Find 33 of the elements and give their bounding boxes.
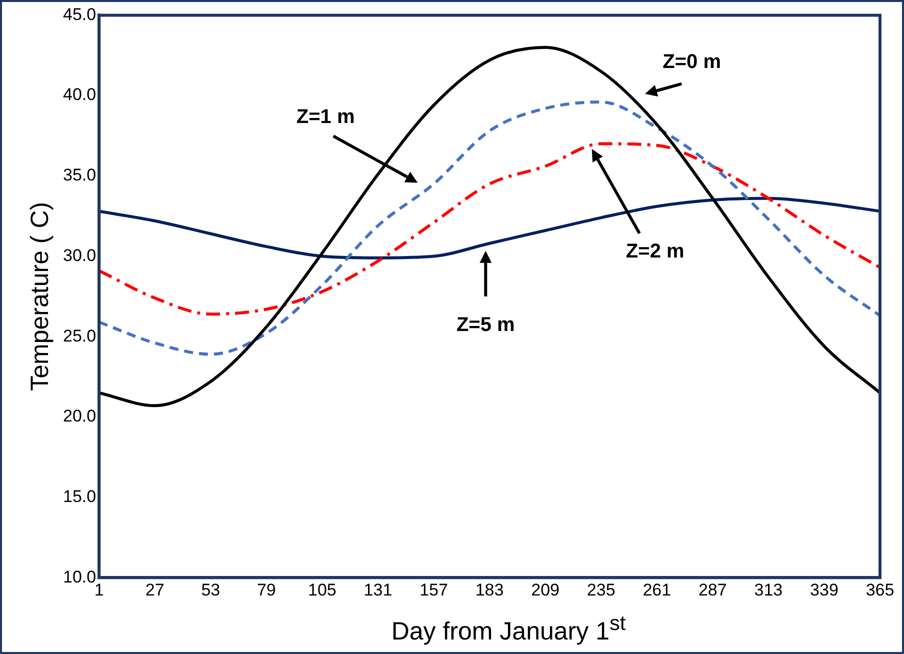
y-tick-label: 25.0 xyxy=(62,326,96,346)
annotation: Z=2 m xyxy=(626,240,684,262)
line-series xyxy=(99,196,880,260)
y-tick-label: 35.0 xyxy=(62,166,96,185)
x-tick-label: 131 xyxy=(364,580,392,600)
x-tick-label: 235 xyxy=(586,580,616,600)
x-tick-label: 105 xyxy=(308,580,336,600)
y-tick-label: 45.0 xyxy=(62,4,96,24)
y-tick-label: 40.0 xyxy=(62,85,96,104)
annotation: Z=1 m xyxy=(296,106,355,128)
x-tick-label: 183 xyxy=(475,580,504,600)
x-tick-label: 339 xyxy=(810,580,838,600)
line-series xyxy=(99,46,880,408)
x-tick-label: 365 xyxy=(866,580,894,600)
x-tick-label: 209 xyxy=(531,580,560,600)
x-axis-title: Day from January 1$^{st}$ xyxy=(390,612,627,646)
y-tick-label: 10.0 xyxy=(62,567,96,586)
y-axis-title: Temperature ( C) xyxy=(26,202,54,391)
x-tick-label: 287 xyxy=(698,580,727,600)
x-tick-label: 79 xyxy=(256,580,276,600)
x-tick-label: 27 xyxy=(145,580,164,600)
y-tick-label: 20.0 xyxy=(62,406,96,426)
x-tick-label: 157 xyxy=(420,580,448,600)
y-tick-label: 15.0 xyxy=(62,486,96,506)
x-tick-label: 313 xyxy=(754,580,783,600)
x-tick-label: 261 xyxy=(642,580,672,600)
x-tick-label: 1 xyxy=(94,580,104,600)
annotation: Z=5 m xyxy=(456,314,515,336)
line-series xyxy=(99,142,880,316)
annotation: Z=0 m xyxy=(662,50,721,73)
line-series xyxy=(99,100,880,356)
x-tick-label: 53 xyxy=(201,580,220,600)
y-tick-label: 30.0 xyxy=(62,246,96,265)
